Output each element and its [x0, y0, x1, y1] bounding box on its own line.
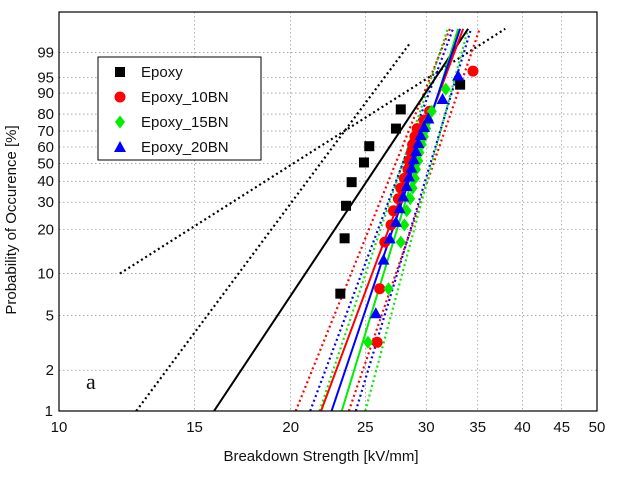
data-point-square [346, 177, 357, 188]
data-point-square [339, 233, 350, 244]
y-tick-label: 1 [45, 403, 53, 420]
data-point-diamond [362, 335, 373, 349]
data-point-square [358, 157, 369, 168]
x-axis-label: Breakdown Strength [kV/mm] [223, 448, 418, 465]
confidence-bound-line [364, 28, 470, 411]
data-point-triangle [407, 153, 420, 165]
plot-frame [58, 11, 598, 412]
data-point-triangle [397, 190, 410, 202]
confidence-bound-line [294, 28, 451, 411]
confidence-bound-line [347, 28, 481, 411]
data-point-triangle [405, 161, 418, 173]
confidence-bound-line [135, 43, 410, 411]
y-tick-label: 20 [37, 222, 54, 239]
data-point-triangle [377, 253, 390, 265]
y-tick-label: 40 [37, 173, 54, 190]
x-tick-labels: 10 15 20 25 30 35 40 45 50 [51, 419, 606, 436]
data-point-square [364, 141, 375, 152]
data-point-triangle [369, 307, 382, 319]
y-tick-label: 2 [46, 362, 54, 379]
x-tick-label: 45 [553, 419, 570, 436]
data-point-diamond [395, 235, 406, 249]
data-point-diamond [405, 192, 416, 206]
legend-marker [115, 115, 125, 129]
y-tick-label: 10 [37, 266, 54, 283]
x-tick-label: 25 [357, 419, 374, 436]
data-point-diamond [401, 204, 412, 218]
fit-line [213, 28, 469, 411]
x-tick-label: 35 [469, 419, 486, 436]
legend-marker [115, 67, 125, 77]
data-point-square [455, 79, 466, 90]
x-tick-label: 10 [51, 419, 68, 436]
y-tick-label: 5 [46, 308, 54, 325]
legend: Epoxy Epoxy_10BN Epoxy_15BN Epoxy_20BN [97, 56, 262, 161]
data-point-diamond [426, 104, 437, 118]
y-tick-label: 50 [37, 155, 54, 172]
data-point-circle [374, 283, 386, 295]
y-tick-label: 90 [37, 85, 54, 102]
data-point-diamond [383, 282, 394, 296]
data-point-triangle [412, 137, 425, 149]
data-point-circle [467, 65, 479, 77]
y-tick-label: 95 [37, 70, 54, 87]
data-point-triangle [418, 120, 431, 132]
y-tick-label: 60 [37, 139, 54, 156]
data-point-triangle [436, 93, 449, 105]
y-tick-label: 30 [37, 194, 54, 211]
data-point-triangle [389, 215, 402, 227]
x-tick-label: 15 [186, 419, 203, 436]
x-tick-label: 30 [418, 419, 435, 436]
y-axis-label: Probability of Occurence [%] [3, 125, 20, 314]
panel-label: a [86, 369, 96, 394]
data-point-diamond [440, 82, 451, 96]
data-point-circle [371, 336, 383, 348]
x-tick-label: 50 [589, 419, 606, 436]
legend-entry-label: Epoxy [141, 64, 183, 81]
y-tick-label: 99 [37, 45, 54, 62]
data-point-square [390, 123, 401, 134]
x-tick-label: 40 [514, 419, 531, 436]
data-point-triangle [422, 112, 435, 124]
data-point-diamond [409, 171, 420, 185]
data-point-triangle [410, 145, 423, 157]
data-point-square [341, 200, 352, 211]
data-point-square [335, 288, 346, 299]
data-point-triangle [400, 180, 413, 192]
data-point-diamond [399, 218, 410, 232]
data-point-triangle [452, 69, 465, 81]
data-point-circle [387, 205, 399, 217]
x-tick-label: 20 [282, 419, 299, 436]
data-point-triangle [383, 232, 396, 244]
data-markers [335, 65, 479, 349]
data-point-diamond [407, 181, 418, 195]
legend-entry-label: Epoxy_10BN [141, 89, 229, 106]
y-tick-label: 80 [37, 106, 54, 123]
y-tick-label: 70 [37, 123, 54, 140]
legend-box [97, 56, 262, 161]
data-point-square [395, 104, 406, 115]
legend-entry-label: Epoxy_20BN [141, 139, 229, 156]
legend-entry-label: Epoxy_15BN [141, 114, 229, 131]
legend-marker [114, 91, 126, 103]
legend-marker [114, 141, 126, 152]
data-point-triangle [403, 170, 416, 182]
data-point-triangle [393, 202, 406, 214]
data-point-triangle [414, 129, 427, 141]
